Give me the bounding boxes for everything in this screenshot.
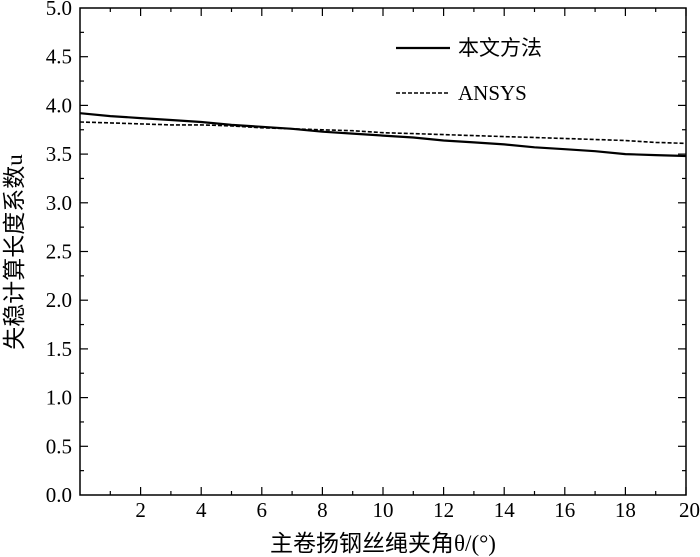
y-tick-label: 1.0 [46,386,72,410]
y-tick-label: 5.0 [46,0,72,20]
series-line-1 [79,112,687,158]
legend: 本文方法 ANSYS [396,36,542,105]
y-tick-label: 3.5 [46,142,72,166]
x-tick-label: 12 [433,498,454,522]
y-tick-label: 2.0 [46,288,72,312]
y-tick-label: 4.0 [46,93,72,117]
x-tick-label: 14 [494,498,516,522]
y-tick-label: 0.0 [46,483,72,507]
x-axis-title: 主卷扬钢丝绳夹角θ/(°) [270,531,496,556]
x-tick-label: 16 [554,498,575,522]
y-axis-title: 失稳计算长度系数u [2,154,27,350]
y-tick-label: 4.5 [46,45,72,69]
series-lines [79,112,687,158]
x-tick-label: 8 [317,498,328,522]
x-tick-label: 20 [679,498,700,522]
legend-label-2: ANSYS [458,81,527,105]
x-tick-label: 2 [135,498,146,522]
axis-ticks [80,8,687,495]
y-tick-label: 1.5 [46,337,72,361]
axis-tick-labels: 2 4 6 8 10 12 14 16 18 20 0.0 0.5 1.0 1.5 2.0 2.5 3.0 3.5… [46,0,700,522]
y-tick-label: 0.5 [46,434,72,458]
y-tick-label: 2.5 [46,240,72,264]
legend-label-1: 本文方法 [458,36,542,60]
y-tick-label: 3.0 [46,191,72,215]
series-line-2 [79,121,687,145]
x-tick-label: 18 [615,498,636,522]
x-tick-label: 6 [257,498,268,522]
plot-frame [79,7,687,496]
x-tick-label: 4 [196,498,207,522]
x-tick-label: 10 [373,498,394,522]
